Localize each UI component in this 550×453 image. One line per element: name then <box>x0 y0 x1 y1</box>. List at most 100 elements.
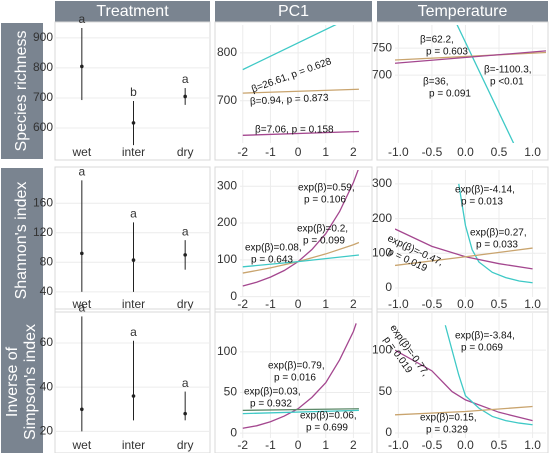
point <box>183 253 187 257</box>
x-tick-label: 0.0 <box>457 145 474 159</box>
x-tick-label: 0.0 <box>457 297 474 311</box>
x-tick-label: -1 <box>265 145 276 159</box>
annotation-text: β=-1100.3, <box>484 65 532 76</box>
y-tick-label: 300 <box>372 176 392 190</box>
x-tick-label: 0.5 <box>491 145 508 159</box>
line <box>242 241 360 274</box>
panel-frame <box>54 308 211 453</box>
y-tick-label: 40 <box>40 284 54 298</box>
point <box>131 258 136 262</box>
line <box>458 183 533 284</box>
group-letter: a <box>182 72 189 86</box>
line <box>395 349 533 422</box>
group-letter: a <box>182 376 189 390</box>
y-tick-label: 600 <box>33 120 53 134</box>
row-header-box <box>1 310 43 453</box>
y-tick-label: 0 <box>385 280 392 294</box>
x-tick-label: 0.5 <box>491 438 508 452</box>
x-tick-label: 1 <box>322 297 329 311</box>
line <box>395 247 533 267</box>
column-header-box <box>377 1 548 22</box>
line <box>242 408 359 412</box>
line <box>395 51 546 61</box>
annotation: β=26.61, p = 0.628 <box>250 56 333 95</box>
y-tick-label: 0 <box>230 289 237 303</box>
line <box>456 25 515 143</box>
y-tick-label: 50 <box>379 384 393 398</box>
row-header-box <box>1 23 43 159</box>
annotation-text: exp(β)=-3.84, <box>455 331 515 342</box>
y-tick-label: 700 <box>372 67 392 81</box>
annotation-text: p = 0.699 <box>306 423 348 434</box>
annotation-text: p = 0.643 <box>251 255 293 266</box>
row-header-box <box>1 168 43 313</box>
line <box>395 405 533 416</box>
annotation: exp(β)=0.79,p = 0.016 <box>268 361 325 384</box>
annotation: exp(β)=0.27,p = 0.033 <box>470 228 527 251</box>
x-tick-label: -1 <box>265 297 276 311</box>
x-tick-label: 2 <box>350 438 357 452</box>
x-tick-label: wet <box>71 297 91 311</box>
y-tick-label: 800 <box>33 60 53 74</box>
x-tick-label: -2 <box>237 145 248 159</box>
group-letter: a <box>78 165 85 179</box>
x-tick-label: -1.0 <box>388 438 409 452</box>
y-tick-label: 100 <box>217 344 237 358</box>
annotation-text: exp(β)=0.27, <box>470 228 527 239</box>
annotation: exp(β)=-0.47,p = 0.019 <box>386 233 445 274</box>
x-tick-label: -2 <box>237 297 248 311</box>
annotation: exp(β)=0.03,p = 0.932 <box>244 387 301 410</box>
row-header: Species richness <box>13 31 30 152</box>
x-tick-label: 1.0 <box>524 438 541 452</box>
panel-frame <box>214 308 373 453</box>
row-header-line: Inverse of <box>4 346 21 417</box>
x-tick-label: inter <box>122 145 145 159</box>
y-tick-label: 750 <box>372 40 392 54</box>
panel-frame <box>376 166 549 313</box>
y-tick-label: 700 <box>33 90 53 104</box>
panel-frame <box>54 21 211 161</box>
column-header-box <box>55 1 210 22</box>
annotation-text: exp(β)=0.15, <box>420 413 477 424</box>
x-tick-label: inter <box>122 297 145 311</box>
panel-frame <box>214 21 373 161</box>
line <box>242 170 359 287</box>
row-header: Shannon's index <box>13 182 30 300</box>
group-letter: a <box>130 207 137 221</box>
panel-frame <box>54 166 211 313</box>
x-tick-label: -1.0 <box>388 297 409 311</box>
y-tick-label: 800 <box>217 45 237 59</box>
row-header: Inverse ofSimpson's index <box>4 324 39 440</box>
point <box>80 64 84 69</box>
annotation-text: exp(β)=0.08, <box>245 243 302 254</box>
annotation: β=-1100.3,p <0.01 <box>484 65 532 88</box>
x-tick-label: 0.5 <box>491 297 508 311</box>
annotation-text: exp(β)=0.59, <box>298 183 355 194</box>
annotation-text: β=0.94, p = 0.873 <box>250 93 329 108</box>
x-tick-label: -0.5 <box>422 438 443 452</box>
group-letter: a <box>182 224 189 238</box>
point <box>80 407 84 412</box>
line <box>242 130 359 136</box>
y-tick-label: 0 <box>385 425 392 439</box>
annotation: β=62.2,p = 0.603 <box>420 35 468 58</box>
x-tick-label: 0 <box>295 145 302 159</box>
y-tick-label: 200 <box>372 211 392 225</box>
line <box>395 50 546 64</box>
annotation-text: p = 0.099 <box>303 236 345 247</box>
x-tick-label: wet <box>71 145 91 159</box>
point <box>131 394 136 398</box>
annotation: β=7.06, p = 0.158 <box>255 125 334 136</box>
y-tick-label: 0 <box>230 425 237 439</box>
x-tick-label: 2 <box>350 145 357 159</box>
x-tick-label: 1 <box>322 438 329 452</box>
column-header: PC1 <box>278 3 309 20</box>
y-tick-label: 100 <box>217 252 237 266</box>
x-tick-label: 0.0 <box>457 438 474 452</box>
x-tick-label: 0 <box>295 297 302 311</box>
x-tick-label: -0.5 <box>422 297 443 311</box>
annotation-text: p = 0.069 <box>461 343 503 354</box>
point <box>80 251 84 256</box>
annotation-text: p = 0.932 <box>250 399 292 410</box>
